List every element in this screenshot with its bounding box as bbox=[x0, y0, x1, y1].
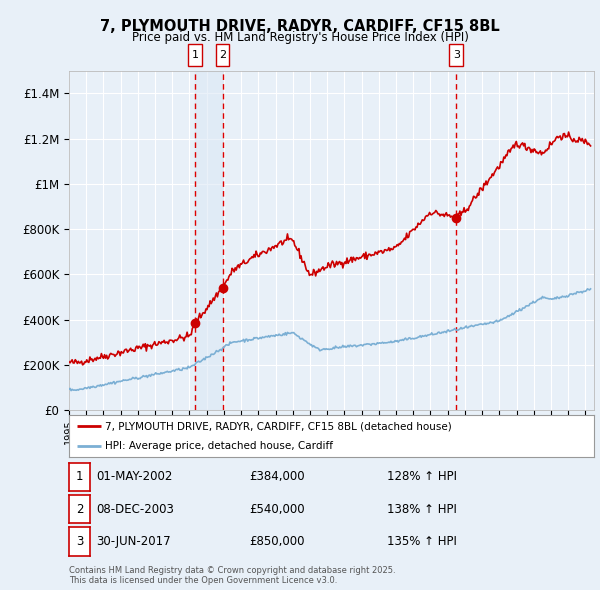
Text: HPI: Average price, detached house, Cardiff: HPI: Average price, detached house, Card… bbox=[105, 441, 332, 451]
Text: Contains HM Land Registry data © Crown copyright and database right 2025.
This d: Contains HM Land Registry data © Crown c… bbox=[69, 566, 395, 585]
FancyBboxPatch shape bbox=[216, 44, 229, 65]
Text: 138% ↑ HPI: 138% ↑ HPI bbox=[387, 503, 457, 516]
Text: £384,000: £384,000 bbox=[249, 470, 305, 483]
Text: 01-MAY-2002: 01-MAY-2002 bbox=[96, 470, 172, 483]
Text: 1: 1 bbox=[76, 470, 83, 483]
Text: 3: 3 bbox=[76, 535, 83, 548]
Text: £540,000: £540,000 bbox=[249, 503, 305, 516]
Text: 135% ↑ HPI: 135% ↑ HPI bbox=[387, 535, 457, 548]
Text: 7, PLYMOUTH DRIVE, RADYR, CARDIFF, CF15 8BL: 7, PLYMOUTH DRIVE, RADYR, CARDIFF, CF15 … bbox=[100, 19, 500, 34]
Text: Price paid vs. HM Land Registry's House Price Index (HPI): Price paid vs. HM Land Registry's House … bbox=[131, 31, 469, 44]
Text: 128% ↑ HPI: 128% ↑ HPI bbox=[387, 470, 457, 483]
Text: 30-JUN-2017: 30-JUN-2017 bbox=[96, 535, 170, 548]
Text: 7, PLYMOUTH DRIVE, RADYR, CARDIFF, CF15 8BL (detached house): 7, PLYMOUTH DRIVE, RADYR, CARDIFF, CF15 … bbox=[105, 421, 451, 431]
Text: £850,000: £850,000 bbox=[249, 535, 305, 548]
FancyBboxPatch shape bbox=[449, 44, 463, 65]
Text: 2: 2 bbox=[76, 503, 83, 516]
Bar bbox=[195, 71, 223, 410]
Text: 3: 3 bbox=[453, 50, 460, 60]
Text: 2: 2 bbox=[219, 50, 226, 60]
FancyBboxPatch shape bbox=[188, 44, 202, 65]
Text: 1: 1 bbox=[191, 50, 199, 60]
Text: 08-DEC-2003: 08-DEC-2003 bbox=[96, 503, 174, 516]
